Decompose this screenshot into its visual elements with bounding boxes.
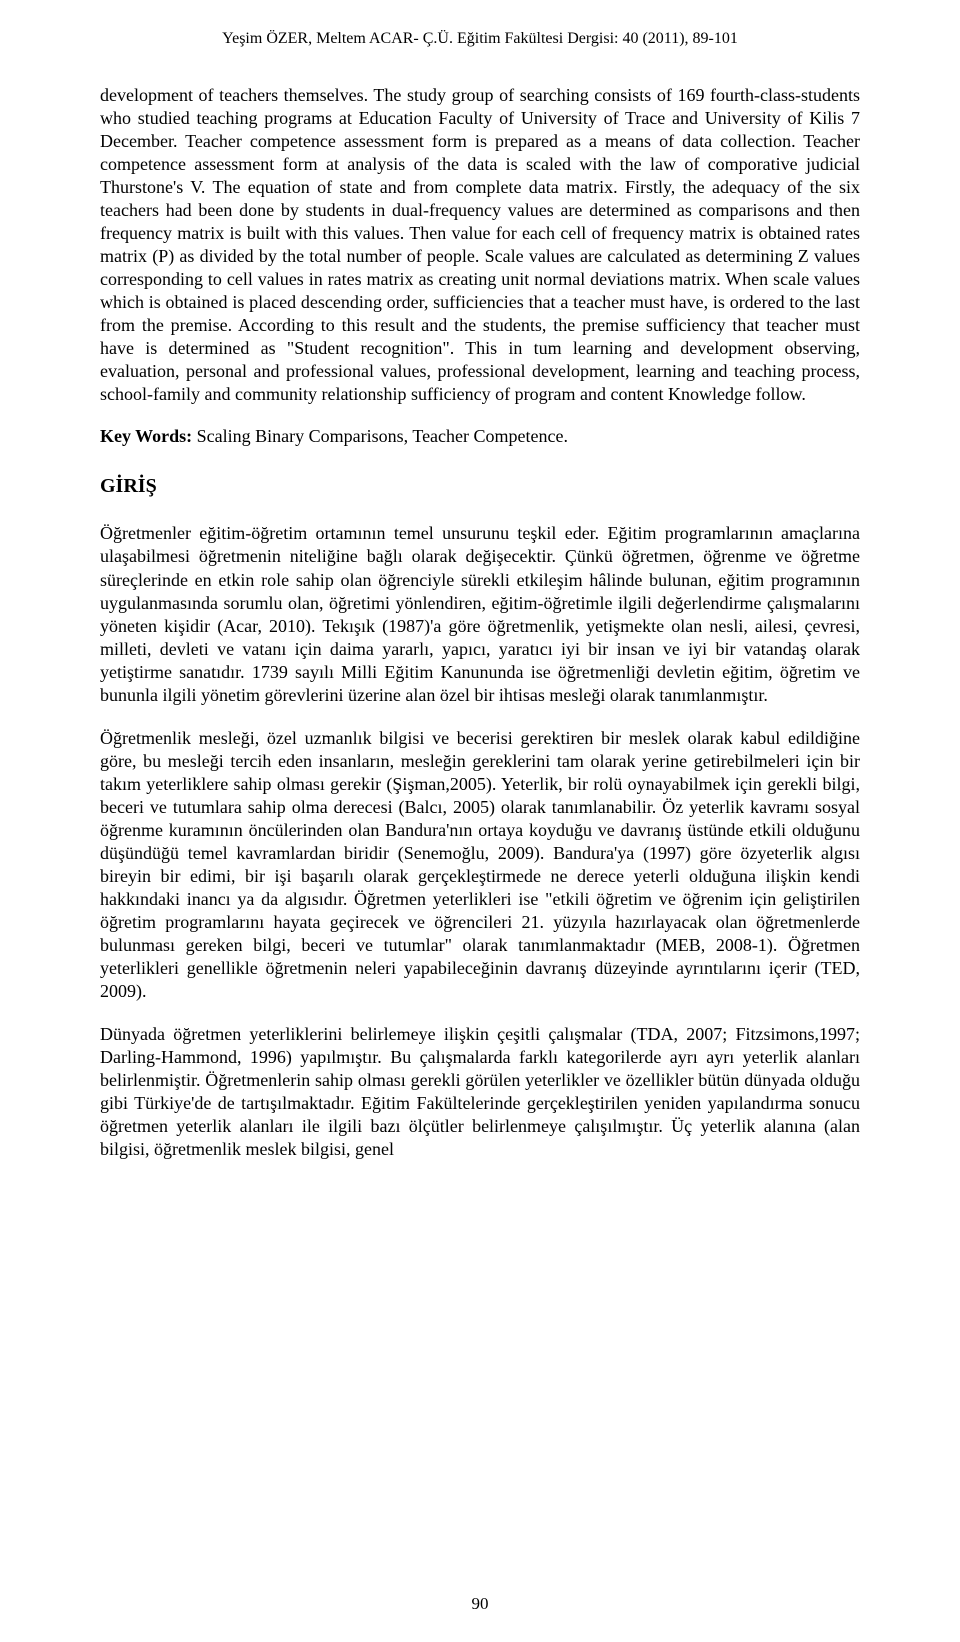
document-page: Yeşim ÖZER, Meltem ACAR- Ç.Ü. Eğitim Fak… xyxy=(0,0,960,1642)
giris-para-3: Dünyada öğretmen yeterliklerini belirlem… xyxy=(100,1023,860,1161)
giris-para-2: Öğretmenlik mesleği, özel uzmanlık bilgi… xyxy=(100,727,860,1003)
page-number: 90 xyxy=(0,1594,960,1614)
keywords-text: Scaling Binary Comparisons, Teacher Comp… xyxy=(192,426,568,446)
abstract-continuation: development of teachers themselves. The … xyxy=(100,84,860,406)
keywords-line: Key Words: Scaling Binary Comparisons, T… xyxy=(100,426,860,447)
keywords-label: Key Words: xyxy=(100,426,192,446)
giris-para-1: Öğretmenler eğitim-öğretim ortamının tem… xyxy=(100,522,860,706)
running-head: Yeşim ÖZER, Meltem ACAR- Ç.Ü. Eğitim Fak… xyxy=(100,30,860,48)
section-heading-giris: GİRİŞ xyxy=(100,475,860,498)
